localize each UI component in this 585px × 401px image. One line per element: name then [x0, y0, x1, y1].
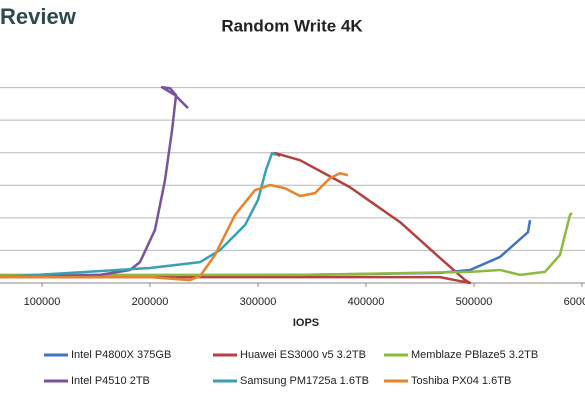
x-tick-label: 500000: [456, 296, 493, 308]
series-line: [0, 85, 189, 279]
x-tick-label: 600000: [564, 296, 585, 308]
legend-label: Toshiba PX04 1.6TB: [411, 375, 511, 387]
x-tick-label: 400000: [348, 296, 385, 308]
series-line: [0, 151, 472, 285]
legend-label: Samsung PM1725a 1.6TB: [240, 375, 369, 387]
chart-title: Random Write 4K: [221, 16, 363, 35]
x-tick-label: 200000: [132, 296, 169, 308]
brand-logo: Review: [0, 4, 77, 29]
series-line: [0, 212, 573, 277]
legend-label: Memblaze PBlaze5 3.2TB: [411, 349, 538, 361]
legend-label: Huawei ES3000 v5 3.2TB: [240, 349, 366, 361]
x-tick-label: 300000: [240, 296, 277, 308]
x-tick-label: 100000: [24, 296, 61, 308]
series-line: [0, 151, 277, 279]
legend-label: Intel P4800X 375GB: [71, 349, 171, 361]
legend-label: Intel P4510 2TB: [71, 375, 150, 387]
x-axis-label: IOPS: [293, 317, 319, 329]
series-line: [0, 171, 349, 282]
